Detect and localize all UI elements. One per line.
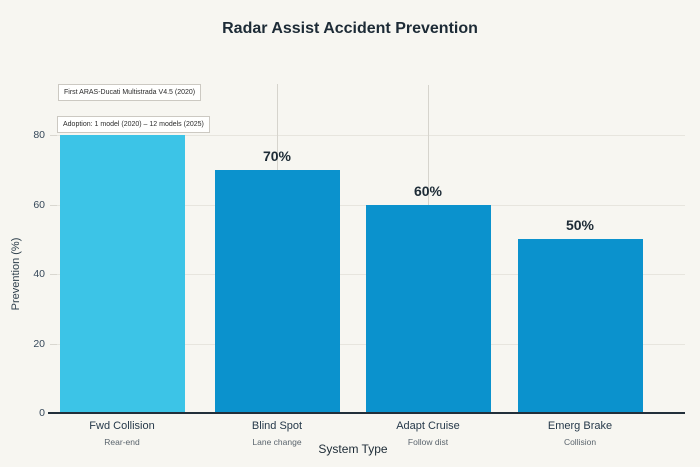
y-tick-60: [50, 204, 57, 206]
chart-title: Radar Assist Accident Prevention: [222, 20, 478, 37]
y-tick-label-0: 0: [39, 407, 45, 419]
y-tick-80: [50, 135, 57, 136]
x-category-label-1: Blind Spot: [251, 420, 303, 432]
x-category-label-3: Emerg Brake: [547, 420, 613, 432]
y-tick-label-60: 60: [33, 198, 45, 211]
bar-value-label-1: 70%: [262, 147, 292, 164]
gridline-80: [57, 135, 685, 136]
x-category-sublabel-0: Rear-end: [104, 437, 140, 447]
x-category-sublabel-1: Lane change: [252, 437, 302, 447]
annotation-leader-line-2: [428, 85, 429, 205]
y-axis-label: Prevention (%): [10, 237, 22, 311]
bar-blind-spot: [214, 169, 340, 413]
bar-adapt-cruise: [365, 204, 491, 413]
annotation-leader-line-1: [277, 84, 278, 170]
bar-emerg-brake: [517, 239, 643, 413]
bar-value-label-3: 50%: [565, 217, 595, 234]
annotation-first-model: First ARAS-Ducati Multistrada V4.5 (2020…: [58, 84, 202, 101]
y-tick-label-40: 40: [33, 268, 45, 280]
y-tick-label-80: 80: [33, 129, 45, 141]
y-tick-20: [50, 343, 57, 345]
x-category-sublabel-3: Collision: [563, 437, 597, 447]
bar-fwd-collision: [59, 135, 185, 413]
annotation-adoption: Adoption: 1 model (2020) – 12 models (20…: [57, 116, 210, 133]
x-category-label-2: Adapt Cruise: [396, 420, 460, 432]
x-axis-label: System Type: [318, 442, 388, 456]
bar-value-label-2: 60%: [413, 182, 443, 199]
y-tick-40: [50, 274, 57, 275]
x-axis-line: [48, 412, 685, 414]
y-tick-label-20: 20: [33, 337, 45, 350]
x-category-label-0: Fwd Collision: [89, 420, 155, 432]
x-category-sublabel-2: Follow dist: [407, 437, 449, 447]
